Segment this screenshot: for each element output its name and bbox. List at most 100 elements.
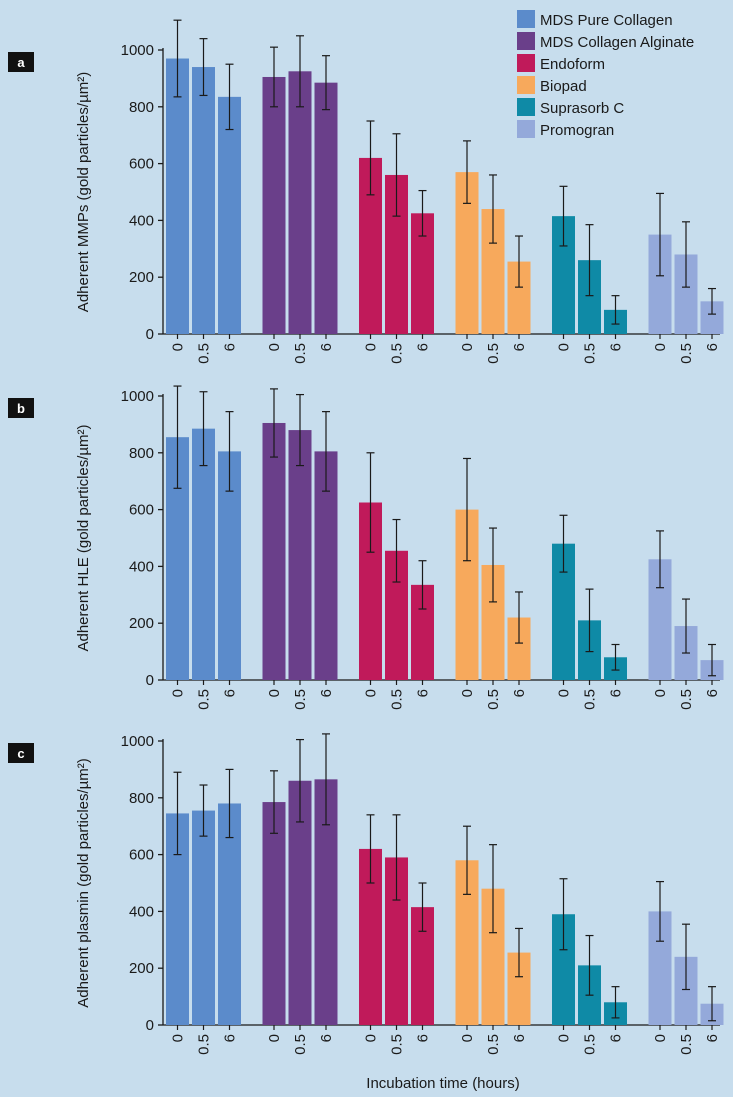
x-tick-label: 0 bbox=[556, 343, 573, 351]
panel-label: c bbox=[17, 746, 24, 761]
x-tick-label: 6 bbox=[415, 343, 432, 351]
bar bbox=[262, 76, 286, 334]
bar bbox=[481, 209, 505, 334]
bar bbox=[455, 172, 479, 334]
bar bbox=[552, 216, 575, 334]
bar bbox=[700, 301, 724, 334]
x-tick-label: 0 bbox=[652, 689, 669, 697]
legend-item: Endoform bbox=[517, 54, 605, 73]
x-tick-label: 6 bbox=[318, 343, 335, 351]
y-tick-label: 400 bbox=[129, 558, 154, 575]
y-tick-label: 400 bbox=[129, 903, 154, 920]
bar bbox=[674, 254, 698, 334]
x-tick-label: 0 bbox=[363, 1034, 380, 1042]
y-tick-label: 200 bbox=[129, 269, 154, 286]
legend-item: Suprasorb C bbox=[517, 98, 624, 117]
legend-label: MDS Collagen Alginate bbox=[540, 34, 694, 51]
bar bbox=[411, 907, 434, 1025]
x-tick-label: 0.5 bbox=[196, 1034, 213, 1055]
x-tick-label: 6 bbox=[704, 1034, 721, 1042]
x-tick-label: 0.5 bbox=[389, 1034, 406, 1055]
bar bbox=[218, 96, 241, 334]
bar bbox=[455, 860, 479, 1025]
legend-item: Promogran bbox=[517, 120, 614, 139]
legend-swatch bbox=[517, 120, 535, 138]
y-tick-label: 1000 bbox=[121, 388, 154, 405]
x-tick-label: 6 bbox=[222, 1034, 239, 1042]
bar bbox=[314, 451, 338, 680]
bar bbox=[314, 779, 338, 1025]
x-tick-label: 6 bbox=[318, 1034, 335, 1042]
y-tick-label: 0 bbox=[146, 672, 154, 689]
x-tick-label: 0.5 bbox=[582, 689, 599, 710]
x-tick-label: 0.5 bbox=[196, 343, 213, 364]
x-tick-label: 6 bbox=[511, 1034, 528, 1042]
x-tick-label: 0.5 bbox=[389, 343, 406, 364]
x-tick-label: 0 bbox=[363, 689, 380, 697]
bar bbox=[481, 888, 505, 1025]
x-tick-label: 6 bbox=[415, 1034, 432, 1042]
x-tick-label: 0 bbox=[459, 689, 476, 697]
y-tick-label: 200 bbox=[129, 960, 154, 977]
panel-label-box bbox=[8, 743, 34, 763]
legend-swatch bbox=[517, 10, 535, 28]
bar bbox=[359, 502, 382, 680]
x-tick-label: 0 bbox=[556, 689, 573, 697]
x-tick-label: 6 bbox=[608, 1034, 625, 1042]
x-tick-label: 0.5 bbox=[292, 689, 309, 710]
x-tick-label: 0 bbox=[170, 343, 187, 351]
bar bbox=[218, 803, 241, 1025]
y-tick-label: 800 bbox=[129, 99, 154, 116]
legend-label: Endoform bbox=[540, 56, 605, 73]
x-tick-label: 0.5 bbox=[485, 689, 502, 710]
x-tick-label: 6 bbox=[511, 343, 528, 351]
legend-item: MDS Collagen Alginate bbox=[517, 32, 694, 51]
y-tick-label: 0 bbox=[146, 1017, 154, 1034]
legend-swatch bbox=[517, 54, 535, 72]
bar bbox=[166, 437, 189, 680]
x-tick-label: 6 bbox=[704, 343, 721, 351]
bar bbox=[648, 234, 672, 334]
y-tick-label: 1000 bbox=[121, 733, 154, 750]
bar bbox=[552, 543, 575, 680]
chart-legend: MDS Pure Collagen MDS Collagen Alginate En… bbox=[517, 10, 694, 139]
x-tick-label: 6 bbox=[608, 689, 625, 697]
x-tick-label: 0.5 bbox=[485, 1034, 502, 1055]
panel-label-box bbox=[8, 398, 34, 418]
x-tick-label: 0.5 bbox=[292, 1034, 309, 1055]
y-axis-label: Adherent HLE (gold particles/µm²) bbox=[75, 424, 92, 651]
y-tick-label: 600 bbox=[129, 847, 154, 864]
bar bbox=[507, 952, 531, 1025]
x-tick-label: 0.5 bbox=[582, 343, 599, 364]
x-tick-label: 6 bbox=[704, 689, 721, 697]
x-tick-label: 6 bbox=[222, 343, 239, 351]
x-tick-label: 0 bbox=[459, 1034, 476, 1042]
x-tick-label: 6 bbox=[415, 689, 432, 697]
bar bbox=[385, 550, 408, 680]
panel-label: b bbox=[17, 401, 25, 416]
legend-swatch bbox=[517, 98, 535, 116]
x-tick-label: 6 bbox=[511, 689, 528, 697]
bar bbox=[192, 67, 215, 334]
bar bbox=[359, 157, 382, 334]
legend-label: Suprasorb C bbox=[540, 100, 624, 117]
panel-label: a bbox=[17, 55, 25, 70]
bar bbox=[192, 428, 215, 680]
x-tick-label: 0 bbox=[266, 1034, 283, 1042]
legend-swatch bbox=[517, 32, 535, 50]
x-tick-label: 0 bbox=[170, 1034, 187, 1042]
legend-label: MDS Pure Collagen bbox=[540, 12, 673, 29]
legend-swatch bbox=[517, 76, 535, 94]
bar bbox=[674, 956, 698, 1025]
y-axis-label: Adherent plasmin (gold particles/µm²) bbox=[75, 758, 92, 1008]
x-tick-label: 6 bbox=[318, 689, 335, 697]
bar bbox=[288, 780, 312, 1025]
bar bbox=[314, 82, 338, 334]
x-tick-label: 0 bbox=[363, 343, 380, 351]
bar bbox=[411, 584, 434, 680]
bar bbox=[288, 430, 312, 680]
bar bbox=[648, 911, 672, 1025]
bar bbox=[507, 261, 531, 334]
